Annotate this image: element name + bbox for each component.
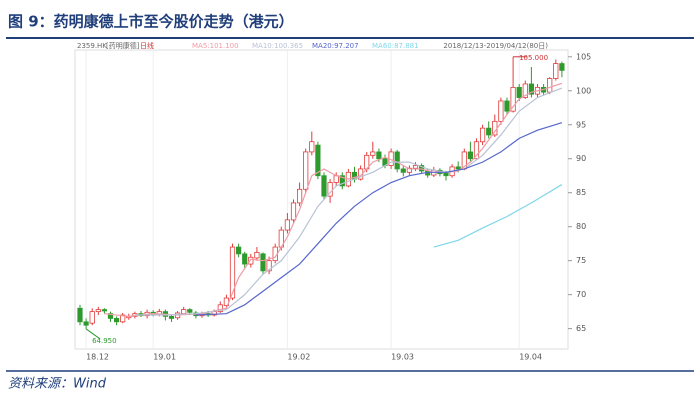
y-tick-label: 90: [576, 154, 586, 163]
candle-body: [473, 141, 480, 160]
ma-line: [433, 184, 563, 248]
ma-line: [195, 122, 563, 316]
candle-body: [235, 246, 242, 255]
candle-body: [418, 165, 425, 172]
candle-body: [254, 252, 260, 259]
y-tick-label: 105: [576, 52, 591, 61]
candle-body: [83, 321, 89, 326]
x-tick-label: 19.02: [287, 353, 310, 362]
x-tick-label: 19.03: [391, 353, 414, 362]
candle-body: [467, 151, 474, 160]
annotation: 64.950: [92, 337, 117, 345]
candle-body: [114, 318, 120, 323]
y-tick-label: 80: [576, 222, 586, 231]
candle-body: [321, 175, 327, 197]
chart-title: 图 9：药明康德上市至今股价走势（港元）: [8, 13, 294, 31]
candle-body: [547, 78, 553, 93]
candle-body: [107, 313, 114, 319]
source: 资料来源：Wind: [8, 377, 107, 392]
y-tick-label: 65: [576, 324, 586, 333]
candle-body: [528, 83, 535, 95]
candle-body: [522, 83, 528, 98]
symbol: 2359.HK: [77, 42, 107, 50]
candle-body: [260, 253, 266, 272]
annotation: 105.000: [519, 54, 548, 62]
candle-body: [89, 311, 95, 324]
legend-label: MA60:87.881: [372, 42, 419, 50]
candle-body: [101, 309, 107, 312]
candle-body: [412, 165, 419, 169]
legend-label: MA5:101.100: [192, 42, 239, 50]
candle-body: [248, 256, 254, 265]
y-tick-label: 85: [576, 188, 586, 197]
x-tick-label: 18.12: [86, 353, 109, 362]
candle-body: [486, 127, 492, 136]
candle-body: [553, 63, 559, 79]
candle-body: [181, 309, 187, 315]
candle-body: [217, 304, 223, 313]
x-tick-label: 19.04: [519, 353, 542, 362]
y-tick-label: 70: [576, 290, 586, 299]
candle-body: [504, 100, 510, 112]
y-tick-label: 100: [576, 86, 591, 95]
candle-body: [339, 175, 345, 187]
candle-body: [187, 309, 193, 313]
candle-body: [266, 260, 272, 272]
y-tick-label: 75: [576, 256, 586, 265]
ma-line: [134, 87, 563, 316]
candle-body: [290, 202, 297, 221]
candle-body: [455, 166, 461, 170]
date-range: 2018/12/13-2019/04/12(80日): [443, 42, 548, 50]
legend-label: MA20:97.207: [312, 42, 359, 50]
ma-line: [104, 82, 563, 317]
candle-body: [284, 219, 291, 231]
candle-body: [168, 315, 175, 319]
plot-frame: [74, 49, 569, 350]
candle-body: [296, 188, 303, 204]
candle-body: [309, 141, 315, 153]
candle-body: [516, 86, 522, 98]
period: 日线: [140, 41, 154, 50]
candle-body: [315, 144, 321, 177]
candle-body: [479, 127, 486, 143]
candle-body: [77, 307, 83, 323]
x-tick-label: 19.01: [153, 353, 176, 362]
legend-label: MA10:100.365: [252, 42, 303, 50]
candle-body: [370, 151, 376, 156]
candle-body: [394, 151, 400, 170]
candle-body: [400, 168, 406, 173]
candle-body: [242, 253, 248, 265]
candle-body: [510, 86, 516, 112]
annotation-line: [85, 328, 101, 340]
candle-body: [229, 246, 236, 299]
candle-body: [327, 182, 333, 197]
candle-body: [498, 100, 504, 122]
candle-body: [559, 63, 565, 71]
candle-body: [120, 314, 126, 323]
candle-body: [376, 151, 382, 160]
stock-name: [药明康德]: [106, 41, 140, 50]
y-tick-label: 95: [576, 120, 586, 129]
candle-body: [95, 309, 101, 313]
candle-body: [303, 151, 309, 190]
